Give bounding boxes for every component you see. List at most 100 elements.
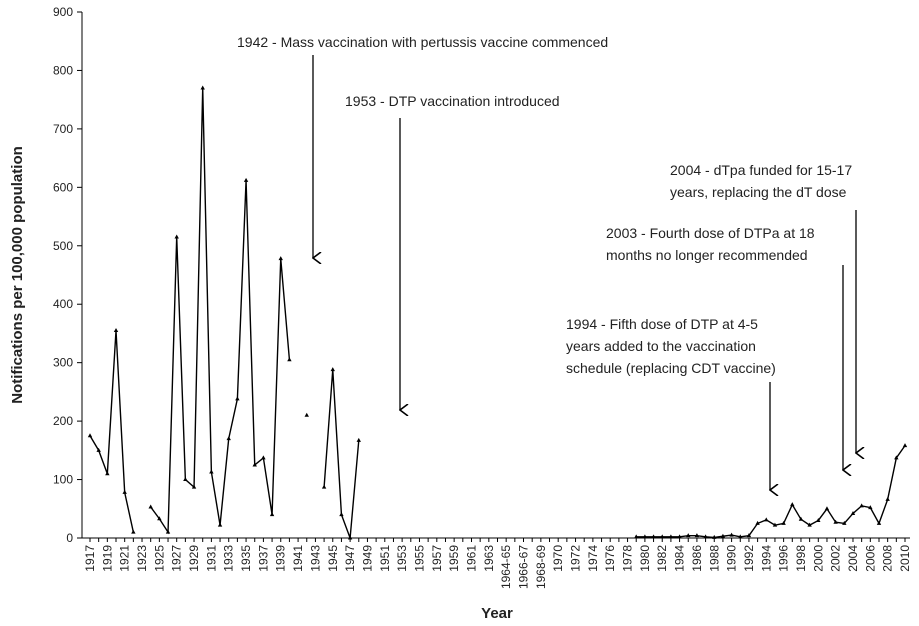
data-point: [781, 520, 786, 525]
data-point: [894, 455, 899, 460]
data-point: [339, 512, 344, 517]
data-point: [131, 529, 136, 534]
y-tick-label: 800: [53, 63, 73, 77]
x-tick-label: 1935: [239, 545, 253, 572]
annotation: 2004 - dTpa funded for 15-17: [670, 162, 852, 178]
y-tick-label: 400: [53, 297, 73, 311]
data-point: [243, 177, 249, 182]
data-point: [269, 512, 275, 517]
data-point: [321, 484, 327, 489]
x-tick-label: 2004: [846, 545, 860, 572]
x-tick-label: 1994: [759, 545, 773, 572]
data-point: [356, 437, 361, 442]
data-point: [235, 396, 240, 401]
y-tick-label: 700: [53, 122, 73, 136]
x-tick-label: 1951: [378, 545, 392, 572]
x-tick-label: 1923: [135, 545, 149, 572]
x-tick-label: 1925: [152, 545, 166, 572]
data-point: [651, 534, 656, 539]
y-tick-label: 600: [53, 180, 73, 194]
data-point: [686, 533, 691, 538]
y-tick-label: 500: [53, 239, 73, 253]
data-point: [634, 534, 639, 539]
data-point: [816, 517, 821, 522]
data-point: [191, 484, 197, 489]
data-point: [859, 503, 864, 508]
data-point: [677, 534, 682, 539]
x-tick-label: 2002: [829, 545, 843, 572]
x-tick-label: 1968-69: [534, 545, 548, 589]
data-point: [278, 256, 283, 261]
y-tick-label: 300: [53, 356, 73, 370]
x-tick-label: 1961: [464, 545, 478, 572]
x-tick-label: 1982: [655, 545, 669, 572]
x-tick-label: 1976: [603, 545, 617, 572]
data-point: [330, 367, 335, 372]
data-point: [712, 534, 717, 539]
data-point: [217, 522, 223, 527]
annotation: 1994 - Fifth dose of DTP at 4-5: [566, 316, 758, 332]
data-point: [209, 469, 214, 474]
data-point: [174, 234, 179, 239]
data-point: [902, 443, 908, 448]
x-tick-label: 1996: [777, 545, 791, 572]
data-point: [868, 505, 873, 510]
data-point: [183, 477, 188, 482]
y-tick-label: 200: [53, 414, 73, 428]
data-point: [876, 520, 882, 525]
x-tick-label: 1937: [256, 545, 270, 572]
data-point: [668, 534, 674, 539]
annotation: schedule (replacing CDT vaccine): [566, 360, 776, 376]
x-tick-label: 1943: [308, 545, 322, 572]
x-tick-label: 1927: [170, 545, 184, 572]
data-point: [96, 447, 101, 452]
data-point: [157, 516, 162, 521]
x-tick-label: 2010: [898, 545, 912, 572]
x-tick-label: 1972: [569, 545, 583, 572]
data-point: [200, 85, 205, 90]
x-tick-label: 1931: [204, 545, 218, 572]
data-point: [746, 533, 752, 538]
data-point: [738, 534, 743, 539]
data-point: [729, 532, 734, 537]
x-tick-label: 2000: [811, 545, 825, 572]
data-point: [122, 489, 127, 494]
data-point: [833, 519, 838, 524]
x-tick-label: 2006: [863, 545, 877, 572]
x-tick-label: 1980: [638, 545, 652, 572]
data-point: [304, 412, 309, 417]
x-tick-label: 1957: [430, 545, 444, 572]
x-tick-label: 1949: [360, 545, 374, 572]
x-tick-label: 1986: [690, 545, 704, 572]
data-point: [694, 533, 700, 538]
x-tick-label: 1947: [343, 545, 357, 572]
x-tick-label: 1919: [100, 545, 114, 572]
y-axis-title: Notifications per 100,000 population: [9, 146, 26, 404]
annotation: months no longer recommended: [606, 247, 808, 263]
x-tick-label: 1998: [794, 545, 808, 572]
data-point: [842, 520, 847, 525]
data-point: [885, 496, 890, 501]
annotation: 2003 - Fourth dose of DTPa at 18: [606, 225, 815, 241]
data-point: [850, 510, 856, 515]
x-tick-label: 1953: [395, 545, 409, 572]
x-tick-label: 1959: [447, 545, 461, 572]
data-point: [165, 529, 171, 534]
data-line: [150, 87, 291, 535]
x-tick-label: 1917: [83, 545, 97, 572]
x-axis-title: Year: [481, 605, 513, 622]
x-tick-label: 1964-65: [499, 545, 513, 589]
annotation: years, replacing the dT dose: [670, 184, 847, 200]
y-tick-label: 900: [53, 5, 73, 19]
data-point: [790, 502, 795, 507]
x-tick-label: 1929: [187, 545, 201, 572]
x-tick-label: 1974: [586, 545, 600, 572]
data-point: [226, 436, 231, 441]
data-point: [87, 433, 93, 438]
annotation: years added to the vaccination: [566, 338, 756, 354]
x-tick-label: 1921: [118, 545, 132, 572]
data-point: [798, 516, 804, 521]
data-point: [720, 533, 726, 538]
x-tick-label: 1966-67: [517, 545, 531, 589]
